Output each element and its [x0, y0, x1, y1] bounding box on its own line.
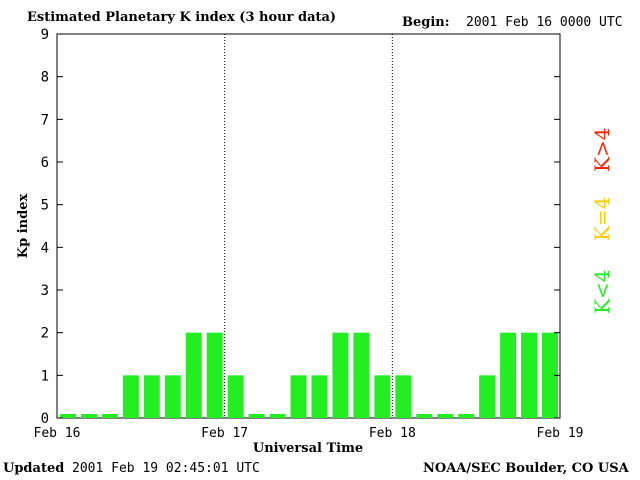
chart-title: Estimated Planetary K index (3 hour data…	[27, 10, 337, 25]
y-tick-label: 9	[41, 27, 49, 43]
kp-bar	[248, 414, 265, 418]
plot-frame	[56, 33, 561, 419]
kp-bar	[269, 414, 286, 418]
kp-bar	[122, 375, 139, 418]
kp-bar	[60, 414, 76, 418]
begin-label: Begin:	[402, 15, 450, 30]
kp-bar	[353, 332, 370, 418]
kp-bar	[437, 414, 454, 418]
legend-high: K>4	[590, 127, 614, 172]
kp-bar	[458, 414, 475, 418]
kp-bar	[101, 414, 118, 418]
y-tick-label: 3	[41, 283, 49, 299]
kp-bar	[185, 332, 202, 418]
y-tick-label: 0	[41, 411, 49, 427]
y-tick-label: 4	[41, 240, 49, 256]
kp-bar	[521, 332, 538, 418]
x-tick-label: Feb 18	[369, 426, 416, 441]
kp-bar	[143, 375, 160, 418]
legend-mid: K=4	[590, 196, 614, 241]
x-axis-label: Universal Time	[253, 441, 363, 456]
kp-bar	[80, 414, 97, 418]
kp-bar	[227, 375, 244, 418]
kp-bar	[311, 375, 328, 418]
legend-low: K<4	[590, 269, 614, 314]
kp-bar	[374, 375, 391, 418]
y-axis-label: Kp index	[16, 194, 31, 259]
kp-bar	[416, 414, 433, 418]
kp-bar	[206, 332, 223, 418]
begin-value: 2001 Feb 16 0000 UTC	[466, 15, 623, 30]
x-tick-label: Feb 17	[201, 426, 248, 441]
x-tick-label: Feb 16	[34, 426, 81, 441]
y-tick-label: 1	[41, 368, 49, 384]
kp-bar	[395, 375, 412, 418]
updated-label: Updated	[3, 461, 65, 476]
source-credit: NOAA/SEC Boulder, CO USA	[423, 461, 629, 476]
y-tick-label: 5	[41, 198, 49, 214]
y-tick-label: 2	[41, 326, 49, 342]
y-tick-label: 7	[41, 112, 49, 128]
kp-bar	[542, 332, 558, 418]
kp-bar	[164, 375, 181, 418]
y-tick-label: 6	[41, 155, 49, 171]
kp-bar	[332, 332, 349, 418]
kp-bar	[290, 375, 307, 418]
x-tick-label: Feb 19	[537, 426, 584, 441]
kp-bar	[500, 332, 517, 418]
kp-bar	[479, 375, 496, 418]
updated-value: 2001 Feb 19 02:45:01 UTC	[72, 461, 260, 476]
y-tick-label: 8	[41, 70, 49, 86]
